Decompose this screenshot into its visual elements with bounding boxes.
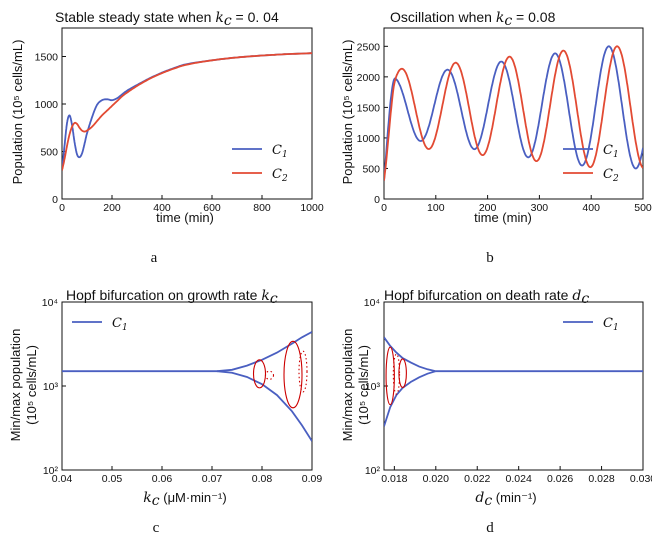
panel-a-ylabel: Population (10⁵ cells/mL) bbox=[10, 40, 25, 185]
unstable-cycle bbox=[398, 358, 407, 389]
x-tick-label: 500 bbox=[634, 202, 652, 214]
panel-d: Hopf bifurcation on death rate dc dc (mi… bbox=[340, 287, 652, 536]
y-tick-label: 1000 bbox=[35, 99, 59, 111]
legend-label-C1: C1 bbox=[272, 143, 288, 160]
y-tick-label: 1500 bbox=[35, 52, 59, 64]
y-tick-label: 500 bbox=[40, 147, 58, 159]
legend: C1 bbox=[72, 316, 128, 333]
panel-d-xlabel: dc (min⁻¹) bbox=[475, 490, 536, 509]
unstable-cycle bbox=[385, 346, 395, 406]
panel-c: Hopf bifurcation on growth rate kc kc (μ… bbox=[8, 287, 322, 536]
panel-a-title: Stable steady state when kc = 0. 04 bbox=[55, 9, 279, 29]
x-tick-label: 0.020 bbox=[423, 473, 449, 485]
x-tick-label: 0.07 bbox=[202, 473, 223, 485]
y-tick-label: 10⁴ bbox=[364, 297, 380, 309]
y-tick-label: 10² bbox=[365, 465, 381, 477]
y-tick-label: 10² bbox=[43, 465, 59, 477]
unstable-cycle bbox=[283, 340, 303, 409]
y-tick-label: 0 bbox=[52, 194, 58, 206]
y-tick-label: 0 bbox=[374, 194, 380, 206]
x-tick-label: 100 bbox=[427, 202, 445, 214]
x-tick-label: 0.09 bbox=[302, 473, 323, 485]
legend-label-C2: C2 bbox=[603, 167, 619, 184]
unstable-cycle bbox=[264, 370, 275, 380]
series-line-C2 bbox=[384, 45, 643, 181]
y-tick-label: 10³ bbox=[365, 381, 381, 393]
panel-c-ylabel: Min/max population bbox=[8, 329, 23, 442]
panel-b: Oscillation when kc = 0.08 time (min) Po… bbox=[340, 9, 652, 266]
series-line-C2 bbox=[62, 52, 312, 171]
x-tick-label: 0.018 bbox=[381, 473, 407, 485]
panel-b-title: Oscillation when kc = 0.08 bbox=[390, 9, 556, 29]
x-tick-label: 0.022 bbox=[464, 473, 490, 485]
x-tick-label: 0 bbox=[381, 202, 387, 214]
x-tick-label: 0 bbox=[59, 202, 65, 214]
unstable-cycle bbox=[298, 350, 308, 393]
plot-area bbox=[62, 52, 312, 171]
y-tick-label: 500 bbox=[362, 163, 380, 175]
panel-c-caption: c bbox=[153, 520, 160, 536]
panel-c-ylabel2: (10⁵ cells/mL) bbox=[24, 345, 39, 425]
legend-label-C1: C1 bbox=[603, 143, 619, 160]
max-branch-line bbox=[216, 331, 312, 373]
x-tick-label: 400 bbox=[153, 202, 171, 214]
y-tick-label: 2000 bbox=[357, 72, 381, 84]
y-tick-label: 10⁴ bbox=[42, 297, 58, 309]
panel-d-ylabel2: (10⁵ cells/mL) bbox=[356, 345, 371, 425]
panel-a-xlabel: time (min) bbox=[156, 210, 214, 225]
panel-a: Stable steady state when kc = 0. 04 time… bbox=[10, 9, 324, 266]
y-tick-label: 2500 bbox=[357, 41, 381, 53]
max-branch-line bbox=[384, 336, 437, 373]
legend-label-C2: C2 bbox=[272, 167, 288, 184]
plot-area bbox=[384, 336, 643, 427]
plot-area bbox=[62, 331, 312, 442]
panel-c-title: Hopf bifurcation on growth rate kc bbox=[66, 287, 278, 307]
panel-b-xlabel: time (min) bbox=[474, 210, 532, 225]
x-tick-label: 0.04 bbox=[52, 473, 73, 485]
y-tick-label: 1000 bbox=[357, 133, 381, 145]
panel-a-caption: a bbox=[151, 250, 158, 266]
min-branch-line bbox=[384, 370, 437, 427]
x-tick-label: 800 bbox=[253, 202, 271, 214]
panel-d-title: Hopf bifurcation on death rate dc bbox=[384, 287, 589, 307]
x-tick-label: 200 bbox=[479, 202, 497, 214]
min-branch-line bbox=[216, 370, 312, 442]
panel-d-caption: d bbox=[486, 520, 494, 536]
panel-b-caption: b bbox=[486, 250, 494, 266]
legend: C1 bbox=[563, 316, 619, 333]
y-tick-label: 1500 bbox=[357, 102, 381, 114]
panel-b-ylabel: Population (10⁵ cells/mL) bbox=[340, 40, 355, 185]
unstable-cycle bbox=[392, 353, 401, 395]
plot-frame bbox=[61, 301, 313, 471]
x-tick-label: 0.030 bbox=[630, 473, 652, 485]
x-tick-label: 0.08 bbox=[252, 473, 273, 485]
unstable-cycle bbox=[252, 359, 267, 389]
panel-d-ylabel: Min/max population bbox=[340, 329, 355, 442]
panel-c-xlabel: kc (μM·min⁻¹) bbox=[143, 490, 226, 509]
x-tick-label: 400 bbox=[582, 202, 600, 214]
legend-label-C1: C1 bbox=[112, 316, 128, 333]
x-tick-label: 0.024 bbox=[506, 473, 532, 485]
x-tick-label: 600 bbox=[203, 202, 221, 214]
x-tick-label: 1000 bbox=[300, 202, 324, 214]
plot-frame bbox=[61, 27, 313, 200]
x-tick-label: 0.06 bbox=[152, 473, 173, 485]
legend-label-C1: C1 bbox=[603, 316, 619, 333]
x-tick-label: 300 bbox=[531, 202, 549, 214]
x-tick-label: 0.026 bbox=[547, 473, 573, 485]
plot-frame bbox=[383, 27, 644, 200]
x-tick-label: 0.05 bbox=[102, 473, 123, 485]
x-tick-label: 200 bbox=[103, 202, 121, 214]
y-tick-label: 10³ bbox=[43, 381, 59, 393]
plot-area bbox=[384, 45, 643, 181]
series-line-C1 bbox=[384, 45, 643, 181]
x-tick-label: 0.028 bbox=[588, 473, 614, 485]
